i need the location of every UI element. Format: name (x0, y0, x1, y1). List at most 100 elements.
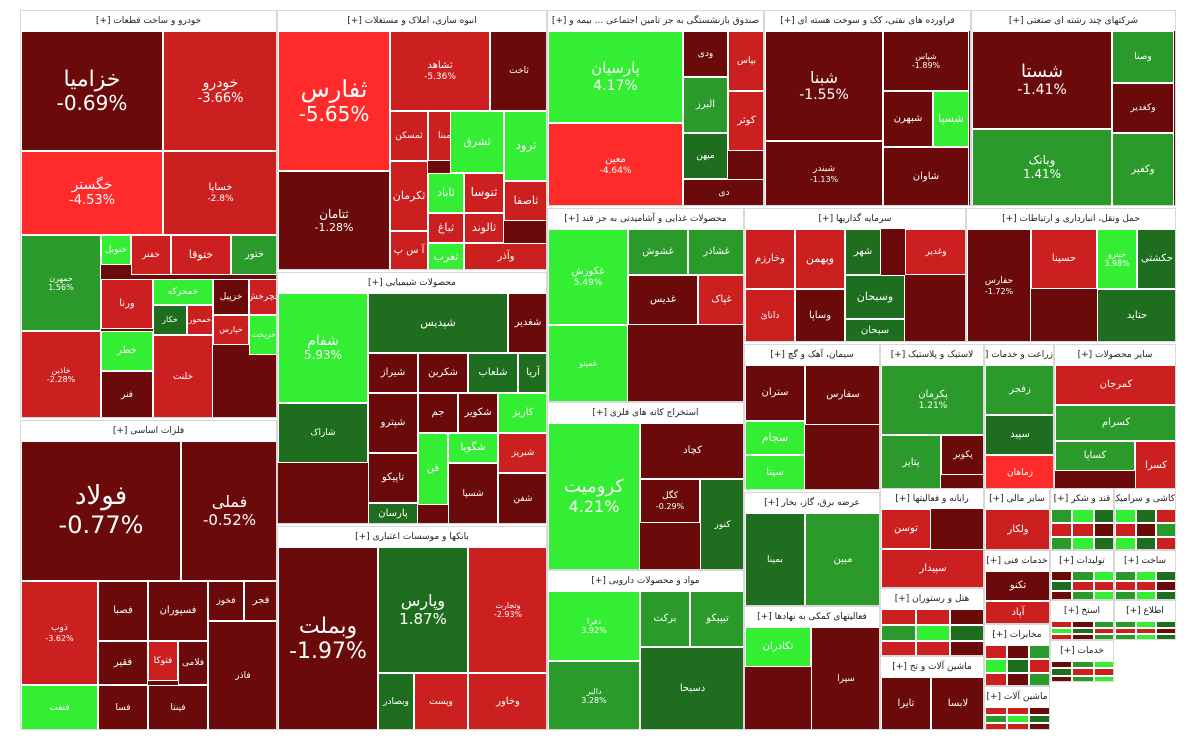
minor-stock-tile[interactable] (1029, 707, 1049, 715)
stock-tile[interactable]: کگل -0.29% (640, 479, 700, 523)
minor-stock-tile[interactable] (1093, 509, 1113, 523)
stock-tile[interactable]: فقیر (98, 641, 148, 685)
stock-tile[interactable]: کسرام (1055, 405, 1175, 441)
minor-stock-tile[interactable] (1051, 668, 1073, 676)
minor-stock-tile[interactable] (1115, 621, 1136, 628)
stock-tile[interactable]: خنوبل (101, 235, 131, 265)
minor-stock-tile[interactable] (1135, 581, 1157, 591)
sector-header[interactable]: ماشین آلات و تج [+] (881, 657, 983, 677)
sector-header[interactable]: خودرو و ساخت قطعات [+] (21, 11, 276, 31)
stock-tile[interactable]: حکشتی (1137, 229, 1175, 289)
minor-stock-tile[interactable] (1135, 627, 1157, 635)
stock-tile[interactable]: وسبحان (845, 275, 905, 319)
stock-tile[interactable]: حتاید (1097, 289, 1175, 341)
minor-stock-tile[interactable] (1029, 723, 1049, 729)
minor-stock-tile[interactable] (1072, 675, 1094, 681)
stock-tile[interactable]: خپارس (213, 315, 249, 345)
minor-stock-tile[interactable] (1051, 621, 1073, 628)
minor-stock-tile[interactable] (1156, 591, 1175, 599)
stock-tile[interactable]: آریا (518, 353, 546, 393)
stock-tile[interactable]: خکار (153, 305, 187, 335)
stock-tile[interactable]: شغدیر (508, 293, 546, 353)
stock-tile[interactable]: فپنتا (148, 685, 208, 729)
stock-tile[interactable]: فجر (244, 581, 276, 621)
stock-tile[interactable]: ثمسکن (390, 111, 428, 161)
stock-tile[interactable]: خمحور (187, 305, 213, 335)
minor-stock-tile[interactable] (915, 625, 951, 641)
minor-stock-tile[interactable] (1135, 634, 1157, 639)
stock-tile[interactable]: لابسا (931, 677, 983, 729)
stock-tile[interactable]: بپاس (728, 31, 763, 91)
minor-stock-tile[interactable] (985, 645, 1007, 659)
sector-header[interactable]: رایانه و فعالیتها [+] (881, 489, 983, 509)
stock-tile[interactable]: شکویر (458, 393, 498, 433)
minor-stock-tile[interactable] (1093, 675, 1113, 681)
minor-stock-tile[interactable] (1072, 537, 1094, 549)
stock-tile[interactable]: تیپیکو (690, 591, 743, 647)
stock-tile[interactable]: فن (418, 433, 448, 505)
sector-header[interactable]: محصولات شیمیایی [+] (278, 273, 546, 293)
stock-tile[interactable]: البرز (683, 77, 728, 133)
minor-stock-tile[interactable] (1051, 581, 1073, 591)
sector-header[interactable]: شرکتهای چند رشته ای صنعتی [+] (972, 11, 1175, 31)
stock-tile[interactable]: ثغرب (428, 243, 464, 269)
stock-tile[interactable]: شفن (498, 473, 546, 523)
stock-tile[interactable]: وخارزم (745, 229, 795, 289)
stock-tile[interactable]: شپترو (368, 393, 418, 453)
minor-stock-tile[interactable] (1051, 523, 1073, 537)
stock-tile[interactable]: غدیس (628, 275, 698, 325)
stock-tile[interactable]: وآذر (464, 243, 546, 269)
minor-stock-tile[interactable] (1051, 591, 1073, 599)
stock-tile[interactable]: بمپنا (745, 513, 805, 605)
sector-header[interactable]: خدمات فنی [+] (985, 551, 1049, 571)
stock-tile[interactable]: دانائ (745, 289, 795, 341)
stock-tile[interactable]: خگستر -4.53% (21, 151, 163, 235)
minor-stock-tile[interactable] (1156, 634, 1175, 639)
minor-stock-tile[interactable] (985, 659, 1007, 673)
stock-tile[interactable]: ثاباد (428, 173, 464, 213)
stock-tile[interactable]: شپدیس (368, 293, 508, 353)
stock-tile[interactable]: شیراز (368, 353, 418, 393)
stock-tile[interactable]: شبهرن (883, 91, 933, 147)
sector-header[interactable]: استخ [+] (1051, 601, 1113, 621)
minor-stock-tile[interactable] (1115, 591, 1136, 599)
sector-header[interactable]: سایر محصولات [+] (1055, 345, 1175, 365)
minor-stock-tile[interactable] (1156, 581, 1175, 591)
minor-stock-tile[interactable] (1093, 634, 1113, 639)
minor-stock-tile[interactable] (1007, 715, 1029, 723)
minor-stock-tile[interactable] (1093, 627, 1113, 635)
minor-stock-tile[interactable] (1093, 523, 1113, 537)
stock-tile[interactable]: خفنر (131, 235, 171, 275)
stock-tile[interactable]: شگویا (448, 433, 498, 463)
stock-tile[interactable]: فنر (101, 371, 153, 417)
minor-stock-tile[interactable] (1051, 571, 1073, 581)
minor-stock-tile[interactable] (1115, 509, 1136, 523)
stock-tile[interactable]: تکادران (745, 627, 811, 667)
stock-tile[interactable]: فخوز (208, 581, 244, 621)
stock-tile[interactable]: خمهرن 1.56% (21, 235, 101, 331)
stock-tile[interactable]: شبندر -1.13% (765, 141, 883, 205)
minor-stock-tile[interactable] (1135, 621, 1157, 628)
sector-header[interactable]: بانکها و موسسات اعتباری [+] (278, 527, 546, 547)
stock-tile[interactable]: شلعاب (468, 353, 518, 393)
stock-tile[interactable]: ودی (683, 31, 728, 77)
minor-stock-tile[interactable] (1051, 537, 1073, 549)
stock-tile[interactable]: وخاور (468, 673, 546, 729)
sector-header[interactable]: استخراج کانه های فلزی [+] (548, 403, 743, 423)
stock-tile[interactable]: جم (418, 393, 458, 433)
stock-tile[interactable]: فاذر (208, 621, 276, 729)
stock-tile[interactable]: غپاک (698, 275, 743, 325)
minor-stock-tile[interactable] (1029, 715, 1049, 723)
minor-stock-tile[interactable] (950, 609, 983, 625)
stock-tile[interactable]: فولاد -0.77% (21, 441, 181, 581)
sector-header[interactable]: اطلاع [+] (1115, 601, 1175, 621)
minor-stock-tile[interactable] (915, 641, 951, 655)
stock-tile[interactable]: کوثر (728, 91, 763, 151)
minor-stock-tile[interactable] (1029, 659, 1049, 673)
minor-stock-tile[interactable] (881, 609, 916, 625)
minor-stock-tile[interactable] (1072, 509, 1094, 523)
minor-stock-tile[interactable] (1029, 673, 1049, 685)
minor-stock-tile[interactable] (1135, 523, 1157, 537)
stock-tile[interactable]: غشاذر (688, 229, 743, 275)
minor-stock-tile[interactable] (1135, 591, 1157, 599)
